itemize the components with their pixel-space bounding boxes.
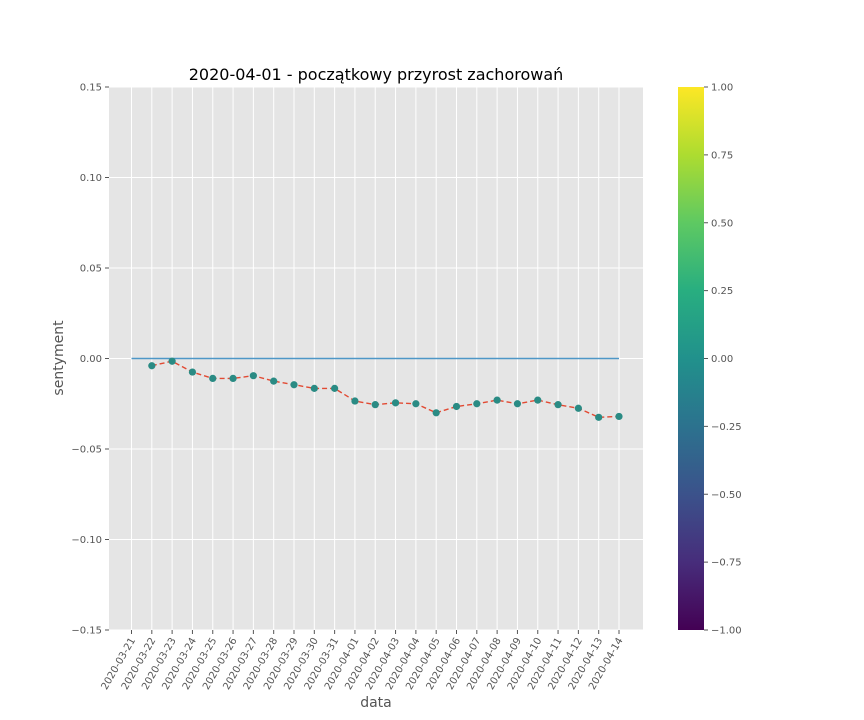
- data-point: [148, 362, 156, 370]
- colorbar-tick-label: −0.50: [711, 490, 742, 501]
- data-point: [574, 404, 582, 412]
- data-point: [554, 401, 562, 409]
- data-point: [595, 413, 603, 421]
- colorbar-tick-label: −0.75: [711, 558, 742, 569]
- data-point: [493, 396, 501, 404]
- data-point: [371, 401, 379, 409]
- colorbar-tick-label: −1.00: [711, 626, 742, 637]
- data-point: [310, 384, 318, 392]
- colorbar-tick-label: 1.00: [711, 83, 733, 94]
- series-group: [148, 357, 623, 421]
- y-tick-label: 0.05: [80, 264, 102, 275]
- data-point: [229, 374, 237, 383]
- colorbar-ticks: 1.00 0.75 0.50 0.25 0.00 −0.25 −0.50 −0.75 −1.00: [704, 83, 742, 637]
- data-point: [473, 400, 481, 408]
- data-point: [351, 397, 359, 405]
- data-point: [534, 396, 542, 404]
- chart-title: 2020-04-01 - początkowy przyrost zachoro…: [189, 65, 564, 84]
- data-point: [513, 400, 522, 408]
- data-point: [432, 409, 440, 417]
- data-point: [331, 384, 339, 392]
- y-axis: 0.15 0.10 0.05 0.00 −0.05 −0.10 −0.15: [71, 83, 109, 637]
- colorbar-tick-label: −0.25: [711, 422, 742, 433]
- data-point: [209, 374, 217, 383]
- data-point: [290, 381, 298, 389]
- y-tick-label: −0.05: [71, 445, 102, 456]
- data-point: [270, 377, 278, 385]
- data-point: [391, 399, 400, 407]
- colorbar-tick-label: 0.75: [711, 150, 733, 161]
- data-point: [188, 368, 197, 376]
- colorbar: [678, 87, 704, 630]
- data-point: [412, 400, 420, 408]
- data-point: [249, 372, 257, 380]
- data-point: [452, 402, 461, 411]
- colorbar-tick-label: 0.25: [711, 286, 733, 297]
- y-axis-label: sentyment: [51, 320, 67, 396]
- y-tick-label: 0.10: [80, 173, 102, 184]
- data-point: [168, 357, 176, 365]
- y-tick-label: 0.15: [80, 83, 102, 94]
- y-tick-label: 0.00: [80, 354, 102, 365]
- data-point: [615, 412, 623, 421]
- colorbar-tick-label: 0.00: [711, 354, 733, 365]
- y-tick-label: −0.15: [71, 626, 102, 637]
- colorbar-tick-label: 0.50: [711, 218, 733, 229]
- x-axis-label: data: [360, 695, 392, 711]
- y-tick-label: −0.10: [71, 535, 102, 546]
- x-axis: 2020-03-212020-03-222020-03-232020-03-24…: [100, 630, 626, 692]
